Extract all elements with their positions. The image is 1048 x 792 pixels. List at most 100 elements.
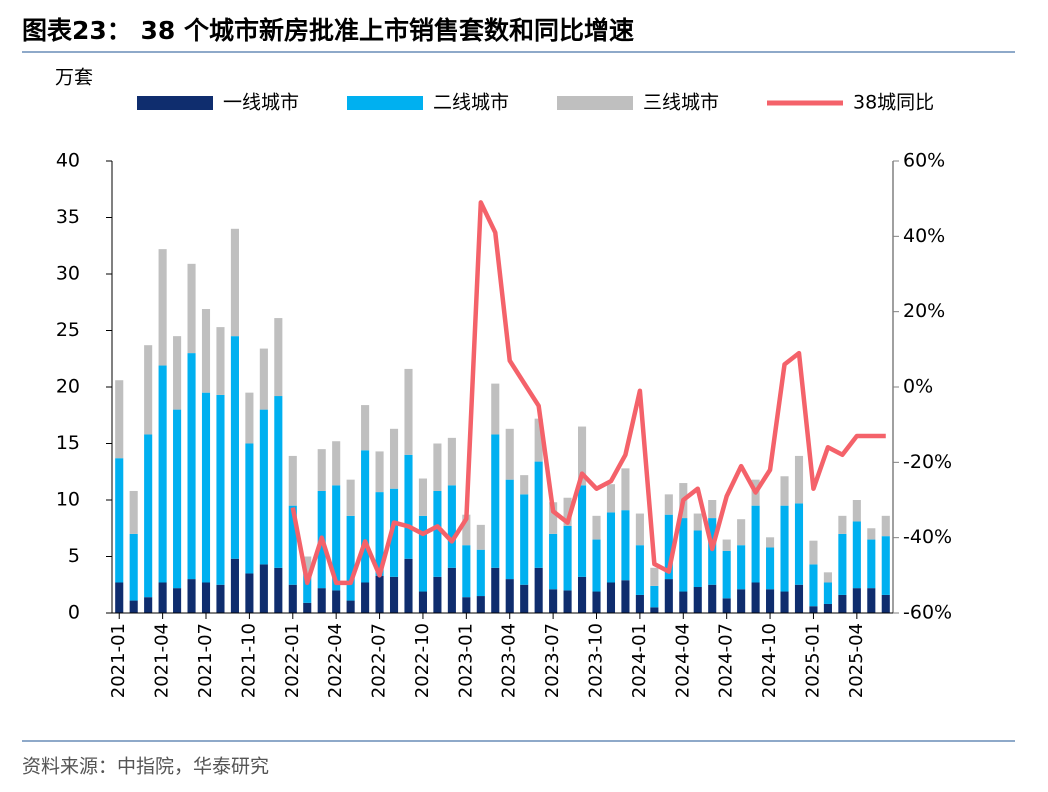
bar [534,461,543,568]
bar [563,497,572,526]
bar [173,409,182,589]
legend-swatch [557,96,633,110]
bar [418,478,428,516]
legend-label: 38城同比 [853,92,934,114]
bar [664,494,673,515]
bar [303,556,312,574]
bar [447,485,456,568]
bar [664,514,673,580]
bar [708,584,717,613]
bar [303,573,312,603]
bar [534,418,543,462]
bar [780,505,789,592]
bar [766,547,775,590]
bar [823,603,832,613]
x-tick-label: 2023-07 [542,623,563,698]
bar [332,485,341,591]
bar [809,564,818,607]
bar [230,228,239,337]
bar [447,567,456,613]
chart-title: 图表23： 38 个城市新房批准上市销售套数和同比增速 [22,16,634,45]
bar [621,580,630,613]
bar [476,549,485,597]
bar [549,533,558,590]
bar [361,582,370,613]
bar [173,336,182,410]
bar [592,591,601,613]
x-tick-label: 2023-04 [499,623,520,698]
bar [838,515,847,534]
bar [722,598,731,613]
y2-tick-label: -20% [903,451,952,473]
bar [187,579,196,613]
bar [606,582,616,613]
x-tick-label: 2022-04 [325,623,346,698]
bar [852,521,861,589]
bar [881,515,890,537]
x-tick-label: 2024-04 [672,623,693,698]
bar [693,513,702,531]
line [290,200,886,586]
bar [766,537,775,548]
bar [592,515,601,540]
bar [838,533,847,595]
bar [722,550,731,599]
bar [635,513,644,546]
bar [650,567,659,586]
bar [577,485,587,577]
bar [375,451,384,493]
bar [650,607,659,613]
bar [447,437,456,486]
y2-tick-label: 40% [903,225,945,247]
x-tick-label: 2022-10 [412,623,433,698]
bar [606,512,616,583]
bar [823,582,832,604]
bar [245,443,254,574]
y-tick-label: 35 [56,206,80,228]
y-tick-label: 25 [56,319,80,341]
bar [346,600,355,613]
bar [173,588,182,613]
bar [476,524,485,550]
bar [187,263,196,354]
y-axis-label: 万套 [55,67,93,89]
legend-label: 二线城市 [433,92,509,114]
source: 资料来源：中指院，华泰研究 [22,756,269,778]
bar [245,392,254,444]
bar [346,479,355,516]
y2-tick-label: 60% [903,150,945,172]
bar [679,591,688,613]
bar [809,606,818,613]
bar [563,525,572,591]
y2-tick-label: -40% [903,526,952,548]
bar [621,510,630,581]
bar [867,539,876,589]
x-tick-label: 2024-10 [759,623,780,698]
bar [549,502,558,534]
bar [361,405,370,451]
bar [375,492,384,576]
bar [433,576,442,613]
bar [418,591,428,613]
bar [288,584,297,613]
y2-tick-label: -60% [903,602,952,624]
bar [606,484,616,513]
bar [158,365,167,583]
legend-swatch [137,96,213,110]
bar [491,383,500,435]
bar [737,589,746,613]
bar [520,494,529,585]
x-tick-label: 2022-07 [369,623,390,698]
bar [433,443,442,491]
bar [852,500,861,522]
bar [418,515,428,592]
bar [230,336,239,559]
bar [201,392,211,583]
bar [852,588,861,613]
legend-label: 三线城市 [643,92,719,114]
bar [549,589,558,613]
bar [462,514,471,546]
bar [288,505,297,585]
bar [129,533,138,601]
